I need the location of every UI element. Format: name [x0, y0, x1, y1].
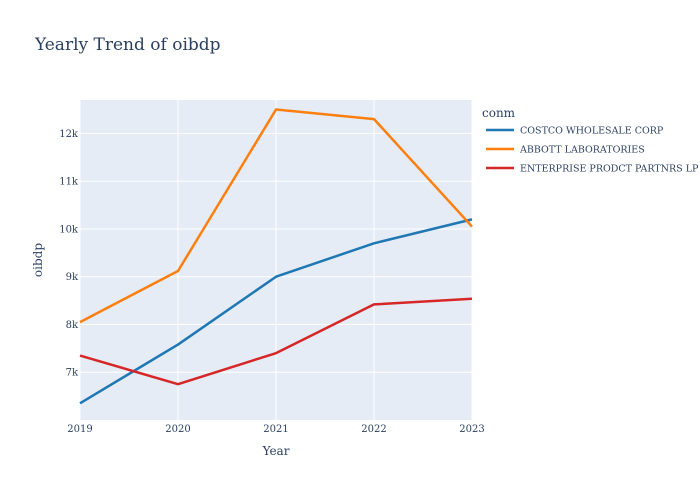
y-tick-label: 12k [59, 129, 79, 140]
x-tick-label: 2021 [263, 424, 288, 435]
series-lines [79, 108, 473, 405]
y-tick-label: 7k [66, 368, 79, 379]
y-tick-label: 10k [59, 224, 79, 235]
x-axis-ticks: 2019 2020 2021 2022 2023 [67, 424, 484, 435]
y-tick-label: 8k [66, 320, 79, 331]
series-line[interactable] [79, 297, 473, 386]
x-tick-label: 2020 [165, 424, 190, 435]
x-tick-label: 2022 [361, 424, 386, 435]
legend-label: COSTCO WHOLESALE CORP [520, 126, 664, 137]
series-line[interactable] [79, 108, 473, 324]
y-axis-title: oibdp [31, 243, 45, 277]
legend-items[interactable]: COSTCO WHOLESALE CORP ABBOTT LABORATORIES… [486, 126, 699, 175]
y-tick-label: 9k [66, 272, 79, 283]
legend-label: ENTERPRISE PRODCT PARTNRS LP [520, 164, 699, 175]
legend-label: ABBOTT LABORATORIES [519, 145, 645, 156]
legend-item[interactable]: COSTCO WHOLESALE CORP [486, 126, 664, 137]
legend-item[interactable]: ABBOTT LABORATORIES [486, 145, 645, 156]
legend-title: conm [482, 106, 516, 120]
x-axis-title: Year [262, 444, 290, 458]
legend-item[interactable]: ENTERPRISE PRODCT PARTNRS LP [486, 164, 699, 175]
y-tick-label: 11k [59, 177, 79, 188]
chart-title: Yearly Trend of oibdp [34, 35, 221, 55]
x-tick-label: 2019 [67, 424, 92, 435]
legend[interactable]: conm COSTCO WHOLESALE CORP ABBOTT LABORAT… [482, 106, 699, 175]
y-axis-ticks: 7k 8k 9k 10k 11k 12k [59, 129, 79, 379]
grid-lines [79, 100, 473, 420]
x-tick-label: 2023 [459, 424, 484, 435]
series-line[interactable] [79, 218, 473, 405]
